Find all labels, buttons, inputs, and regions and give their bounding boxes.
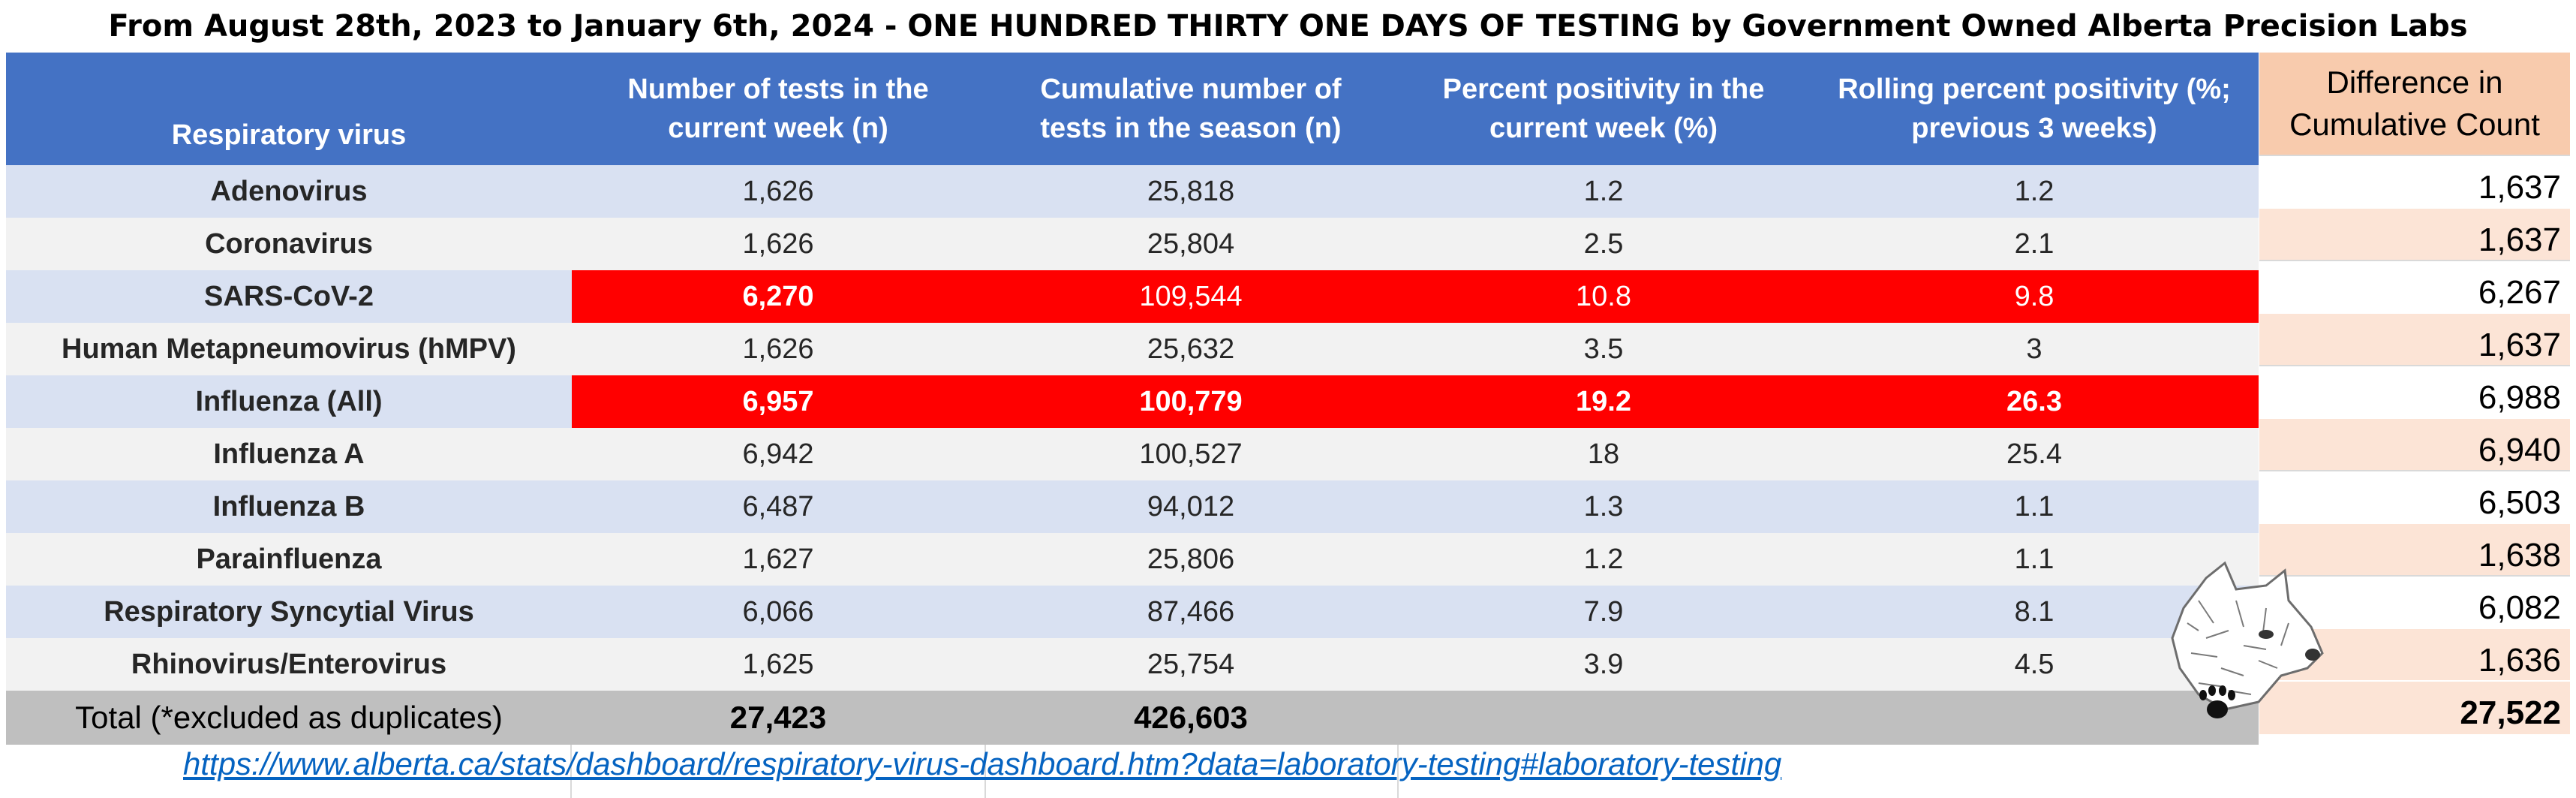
tests-cell: 6,487 (572, 480, 984, 533)
header-virus: Respiratory virus (6, 53, 572, 165)
tests-cell: 1,627 (572, 533, 984, 586)
virus-name: Influenza (All) (6, 375, 572, 428)
cumulative-cell: 100,779 (984, 375, 1397, 428)
difference-cell: 6,082 (2259, 575, 2570, 628)
percent-cell: 1.2 (1397, 533, 1810, 586)
virus-name: Coronavirus (6, 218, 572, 270)
virus-name: Influenza A (6, 428, 572, 480)
virus-name: Rhinovirus/Enterovirus (6, 638, 572, 691)
virus-table: Respiratory virus Number of tests in the… (6, 53, 2259, 745)
difference-cell: 6,267 (2259, 260, 2570, 312)
rolling-cell: 2.1 (1810, 218, 2259, 270)
percent-cell: 2.5 (1397, 218, 1810, 270)
wolf-head-with-paw-print-logo-icon (2171, 561, 2324, 718)
table-row: Parainfluenza 1,627 25,806 1.2 1.1 (6, 533, 2259, 586)
tests-cell: 1,626 (572, 218, 984, 270)
rolling-cell: 9.8 (1810, 270, 2259, 323)
total-tests: 27,423 (572, 691, 984, 745)
table-row-highlighted: SARS-CoV-2 6,270 109,544 10.8 9.8 (6, 270, 2259, 323)
tests-cell: 1,626 (572, 323, 984, 375)
difference-column: Difference in Cumulative Count 1,637 1,63… (2259, 53, 2570, 734)
percent-cell: 3.9 (1397, 638, 1810, 691)
header-percent-week: Percent positivity in the current week (%… (1397, 53, 1810, 165)
difference-cell: 6,503 (2259, 470, 2570, 522)
cumulative-cell: 25,754 (984, 638, 1397, 691)
difference-total: 27,522 (2259, 680, 2570, 734)
cumulative-cell: 94,012 (984, 480, 1397, 533)
table-row: Influenza B 6,487 94,012 1.3 1.1 (6, 480, 2259, 533)
difference-cell: 6,940 (2259, 417, 2570, 470)
virus-name: SARS-CoV-2 (6, 270, 572, 323)
cumulative-cell: 100,527 (984, 428, 1397, 480)
difference-cell: 1,638 (2259, 522, 2570, 575)
total-empty-cell (1810, 691, 2259, 745)
cumulative-cell: 25,804 (984, 218, 1397, 270)
percent-cell: 1.2 (1397, 165, 1810, 218)
total-row: Total (*excluded as duplicates) 27,423 4… (6, 691, 2259, 745)
cumulative-cell: 25,806 (984, 533, 1397, 586)
virus-name: Influenza B (6, 480, 572, 533)
tests-cell: 6,957 (572, 375, 984, 428)
header-difference: Difference in Cumulative Count (2259, 53, 2570, 155)
cumulative-cell: 109,544 (984, 270, 1397, 323)
total-cumulative: 426,603 (984, 691, 1397, 745)
cumulative-cell: 25,632 (984, 323, 1397, 375)
percent-cell: 10.8 (1397, 270, 1810, 323)
rolling-cell: 1.1 (1810, 533, 2259, 586)
table-row-highlighted: Influenza (All) 6,957 100,779 19.2 26.3 (6, 375, 2259, 428)
source-link[interactable]: https://www.alberta.ca/stats/dashboard/r… (183, 746, 1782, 781)
header-tests-week: Number of tests in the current week (n) (572, 53, 984, 165)
percent-cell: 3.5 (1397, 323, 1810, 375)
header-rolling: Rolling percent positivity (%; previous 3… (1810, 53, 2259, 165)
virus-name: Adenovirus (6, 165, 572, 218)
table-row: Adenovirus 1,626 25,818 1.2 1.2 (6, 165, 2259, 218)
virus-name: Human Metapneumovirus (hMPV) (6, 323, 572, 375)
table-row: Human Metapneumovirus (hMPV) 1,626 25,63… (6, 323, 2259, 375)
rolling-cell: 1.2 (1810, 165, 2259, 218)
tests-cell: 1,626 (572, 165, 984, 218)
tests-cell: 6,066 (572, 586, 984, 638)
header-cumulative: Cumulative number of tests in the season … (984, 53, 1397, 165)
table-row: Respiratory Syncytial Virus 6,066 87,466… (6, 586, 2259, 638)
percent-cell: 18 (1397, 428, 1810, 480)
cumulative-cell: 87,466 (984, 586, 1397, 638)
page-title: From August 28th, 2023 to January 6th, 2… (0, 0, 2576, 53)
tests-cell: 1,625 (572, 638, 984, 691)
virus-name: Respiratory Syncytial Virus (6, 586, 572, 638)
table-row: Rhinovirus/Enterovirus 1,625 25,754 3.9 … (6, 638, 2259, 691)
tests-cell: 6,942 (572, 428, 984, 480)
table-row: Influenza A 6,942 100,527 18 25.4 (6, 428, 2259, 480)
difference-cell: 6,988 (2259, 365, 2570, 417)
difference-cell: 1,637 (2259, 312, 2570, 365)
header-row: Respiratory virus Number of tests in the… (6, 53, 2259, 165)
table-row: Coronavirus 1,626 25,804 2.5 2.1 (6, 218, 2259, 270)
percent-cell: 19.2 (1397, 375, 1810, 428)
cumulative-cell: 25,818 (984, 165, 1397, 218)
difference-cell: 1,637 (2259, 155, 2570, 207)
virus-name: Parainfluenza (6, 533, 572, 586)
percent-cell: 7.9 (1397, 586, 1810, 638)
difference-cell: 1,637 (2259, 207, 2570, 260)
rolling-cell: 26.3 (1810, 375, 2259, 428)
tests-cell: 6,270 (572, 270, 984, 323)
rolling-cell: 25.4 (1810, 428, 2259, 480)
total-empty-cell (1397, 691, 1810, 745)
rolling-cell: 1.1 (1810, 480, 2259, 533)
rolling-cell: 3 (1810, 323, 2259, 375)
total-label: Total (*excluded as duplicates) (6, 691, 572, 745)
percent-cell: 1.3 (1397, 480, 1810, 533)
